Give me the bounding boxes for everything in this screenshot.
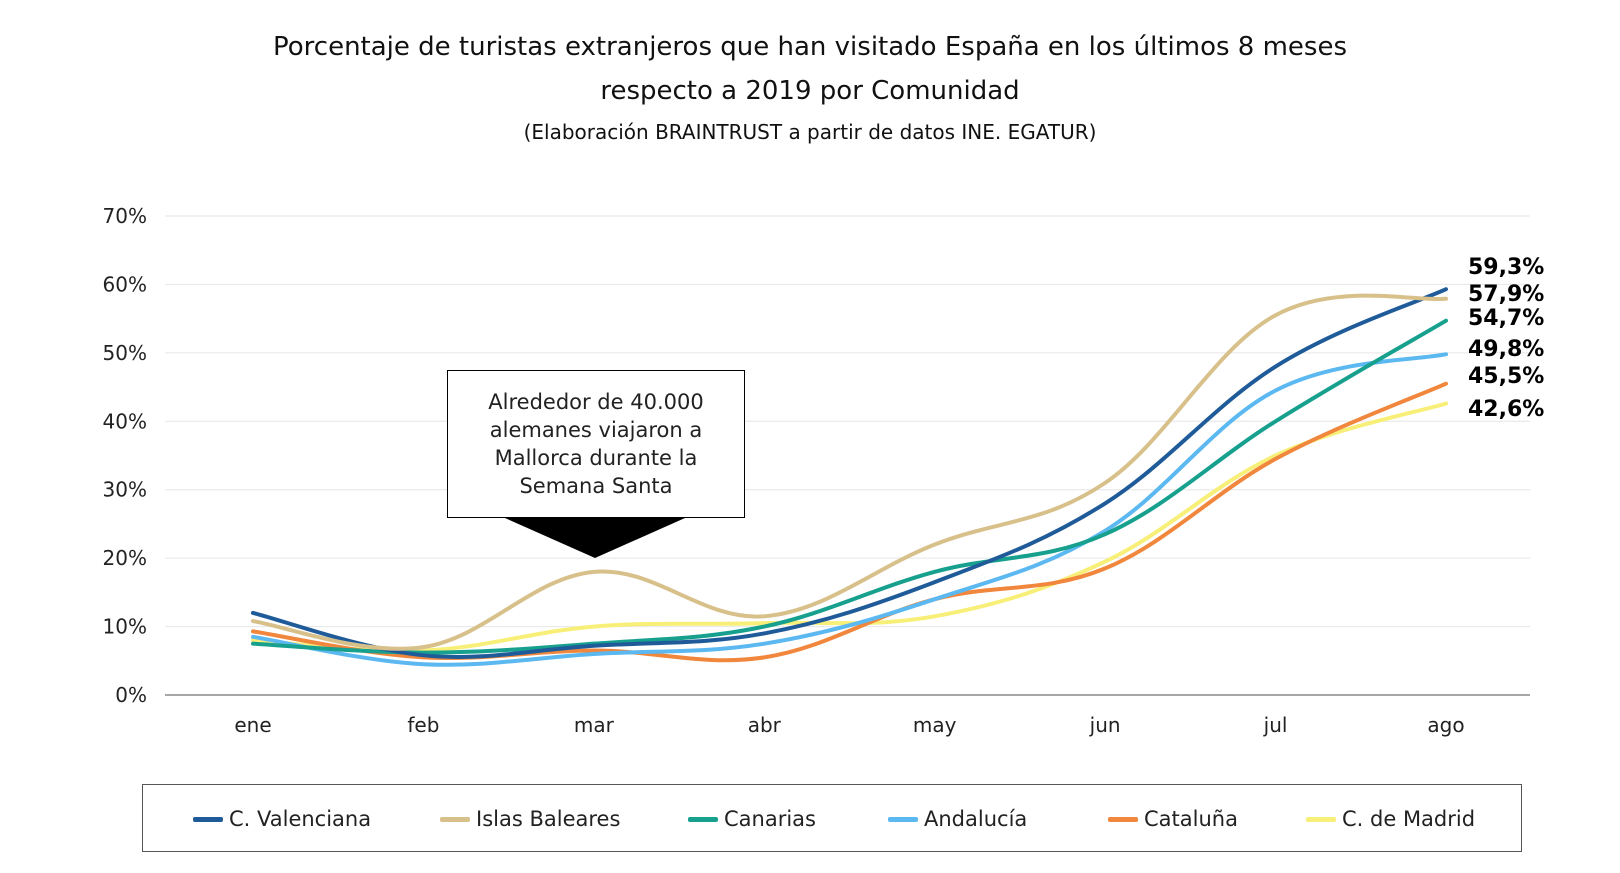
end-value-label: 59,3% <box>1468 255 1544 280</box>
annotation-box: Alrededor de 40.000 alemanes viajaron a … <box>447 370 745 518</box>
legend-item: C. de Madrid <box>1306 785 1475 853</box>
y-tick-label: 60% <box>103 272 147 296</box>
series-line-c-valenciana <box>251 287 1448 659</box>
legend-swatch <box>1306 816 1336 822</box>
x-tick-label: abr <box>748 713 782 737</box>
x-tick-label: jun <box>1089 713 1121 737</box>
y-tick-label: 50% <box>103 341 147 365</box>
legend-label: Islas Baleares <box>476 807 621 831</box>
chart-title-line2: respecto a 2019 por Comunidad <box>600 76 1020 106</box>
legend-label: Cataluña <box>1144 807 1238 831</box>
chart-subtitle: (Elaboración BRAINTRUST a partir de dato… <box>523 120 1097 144</box>
x-tick-label: may <box>913 713 957 737</box>
y-tick-label: 10% <box>103 615 147 639</box>
legend-swatch <box>688 816 718 822</box>
grid-lines <box>165 215 1530 696</box>
chart-title-line1: Porcentaje de turistas extranjeros que h… <box>273 32 1347 62</box>
annotation-pointer <box>505 518 685 558</box>
legend-item: Islas Baleares <box>440 785 620 853</box>
y-tick-label: 0% <box>115 683 147 707</box>
end-value-labels: 59,3%57,9%54,7% 49,8%45,5% 42,6% <box>1468 255 1544 422</box>
x-tick-label: ene <box>234 713 271 737</box>
series-line-andaluc-a <box>251 352 1448 667</box>
legend-item: Cataluña <box>1108 785 1238 853</box>
x-tick-label: jul <box>1263 713 1288 737</box>
legend-swatch <box>1108 816 1138 822</box>
legend-label: C. Valenciana <box>229 807 372 831</box>
series-line-islas-baleares <box>251 293 1448 651</box>
x-axis-ticks: ene feb mar abr may jun jul ago <box>234 713 1464 737</box>
series-line-canarias <box>251 318 1448 655</box>
end-value-label: 42,6% <box>1468 397 1544 422</box>
legend-swatch <box>888 816 918 822</box>
y-tick-label: 30% <box>103 478 147 502</box>
y-tick-label: 20% <box>103 546 147 570</box>
legend: C. Valenciana Islas Baleares Canarias Andal… <box>142 784 1522 852</box>
end-value-label: 54,7% <box>1468 306 1544 331</box>
x-tick-label: mar <box>574 713 615 737</box>
annotation-text: Alrededor de 40.000 alemanes viajaron a … <box>488 390 704 498</box>
legend-item: C. Valenciana <box>193 785 371 853</box>
x-tick-label: ago <box>1427 713 1464 737</box>
legend-swatch <box>440 816 470 822</box>
end-value-label: 45,5% <box>1468 364 1544 389</box>
y-tick-label: 70% <box>103 204 147 228</box>
legend-swatch <box>193 816 223 822</box>
legend-label: C. de Madrid <box>1342 807 1476 831</box>
legend-item: Canarias <box>688 785 816 853</box>
x-tick-label: feb <box>407 713 439 737</box>
legend-item: Andalucía <box>888 785 1027 853</box>
y-axis-ticks: 0% 10% 20% 30% 40% 50% 60% 70% <box>103 204 147 707</box>
y-tick-label: 40% <box>103 409 147 433</box>
end-value-label: 57,9% <box>1468 282 1544 307</box>
legend-label: Canarias <box>724 807 816 831</box>
legend-label: Andalucía <box>924 807 1028 831</box>
end-value-label: 49,8% <box>1468 337 1544 362</box>
series-lines <box>251 287 1448 667</box>
